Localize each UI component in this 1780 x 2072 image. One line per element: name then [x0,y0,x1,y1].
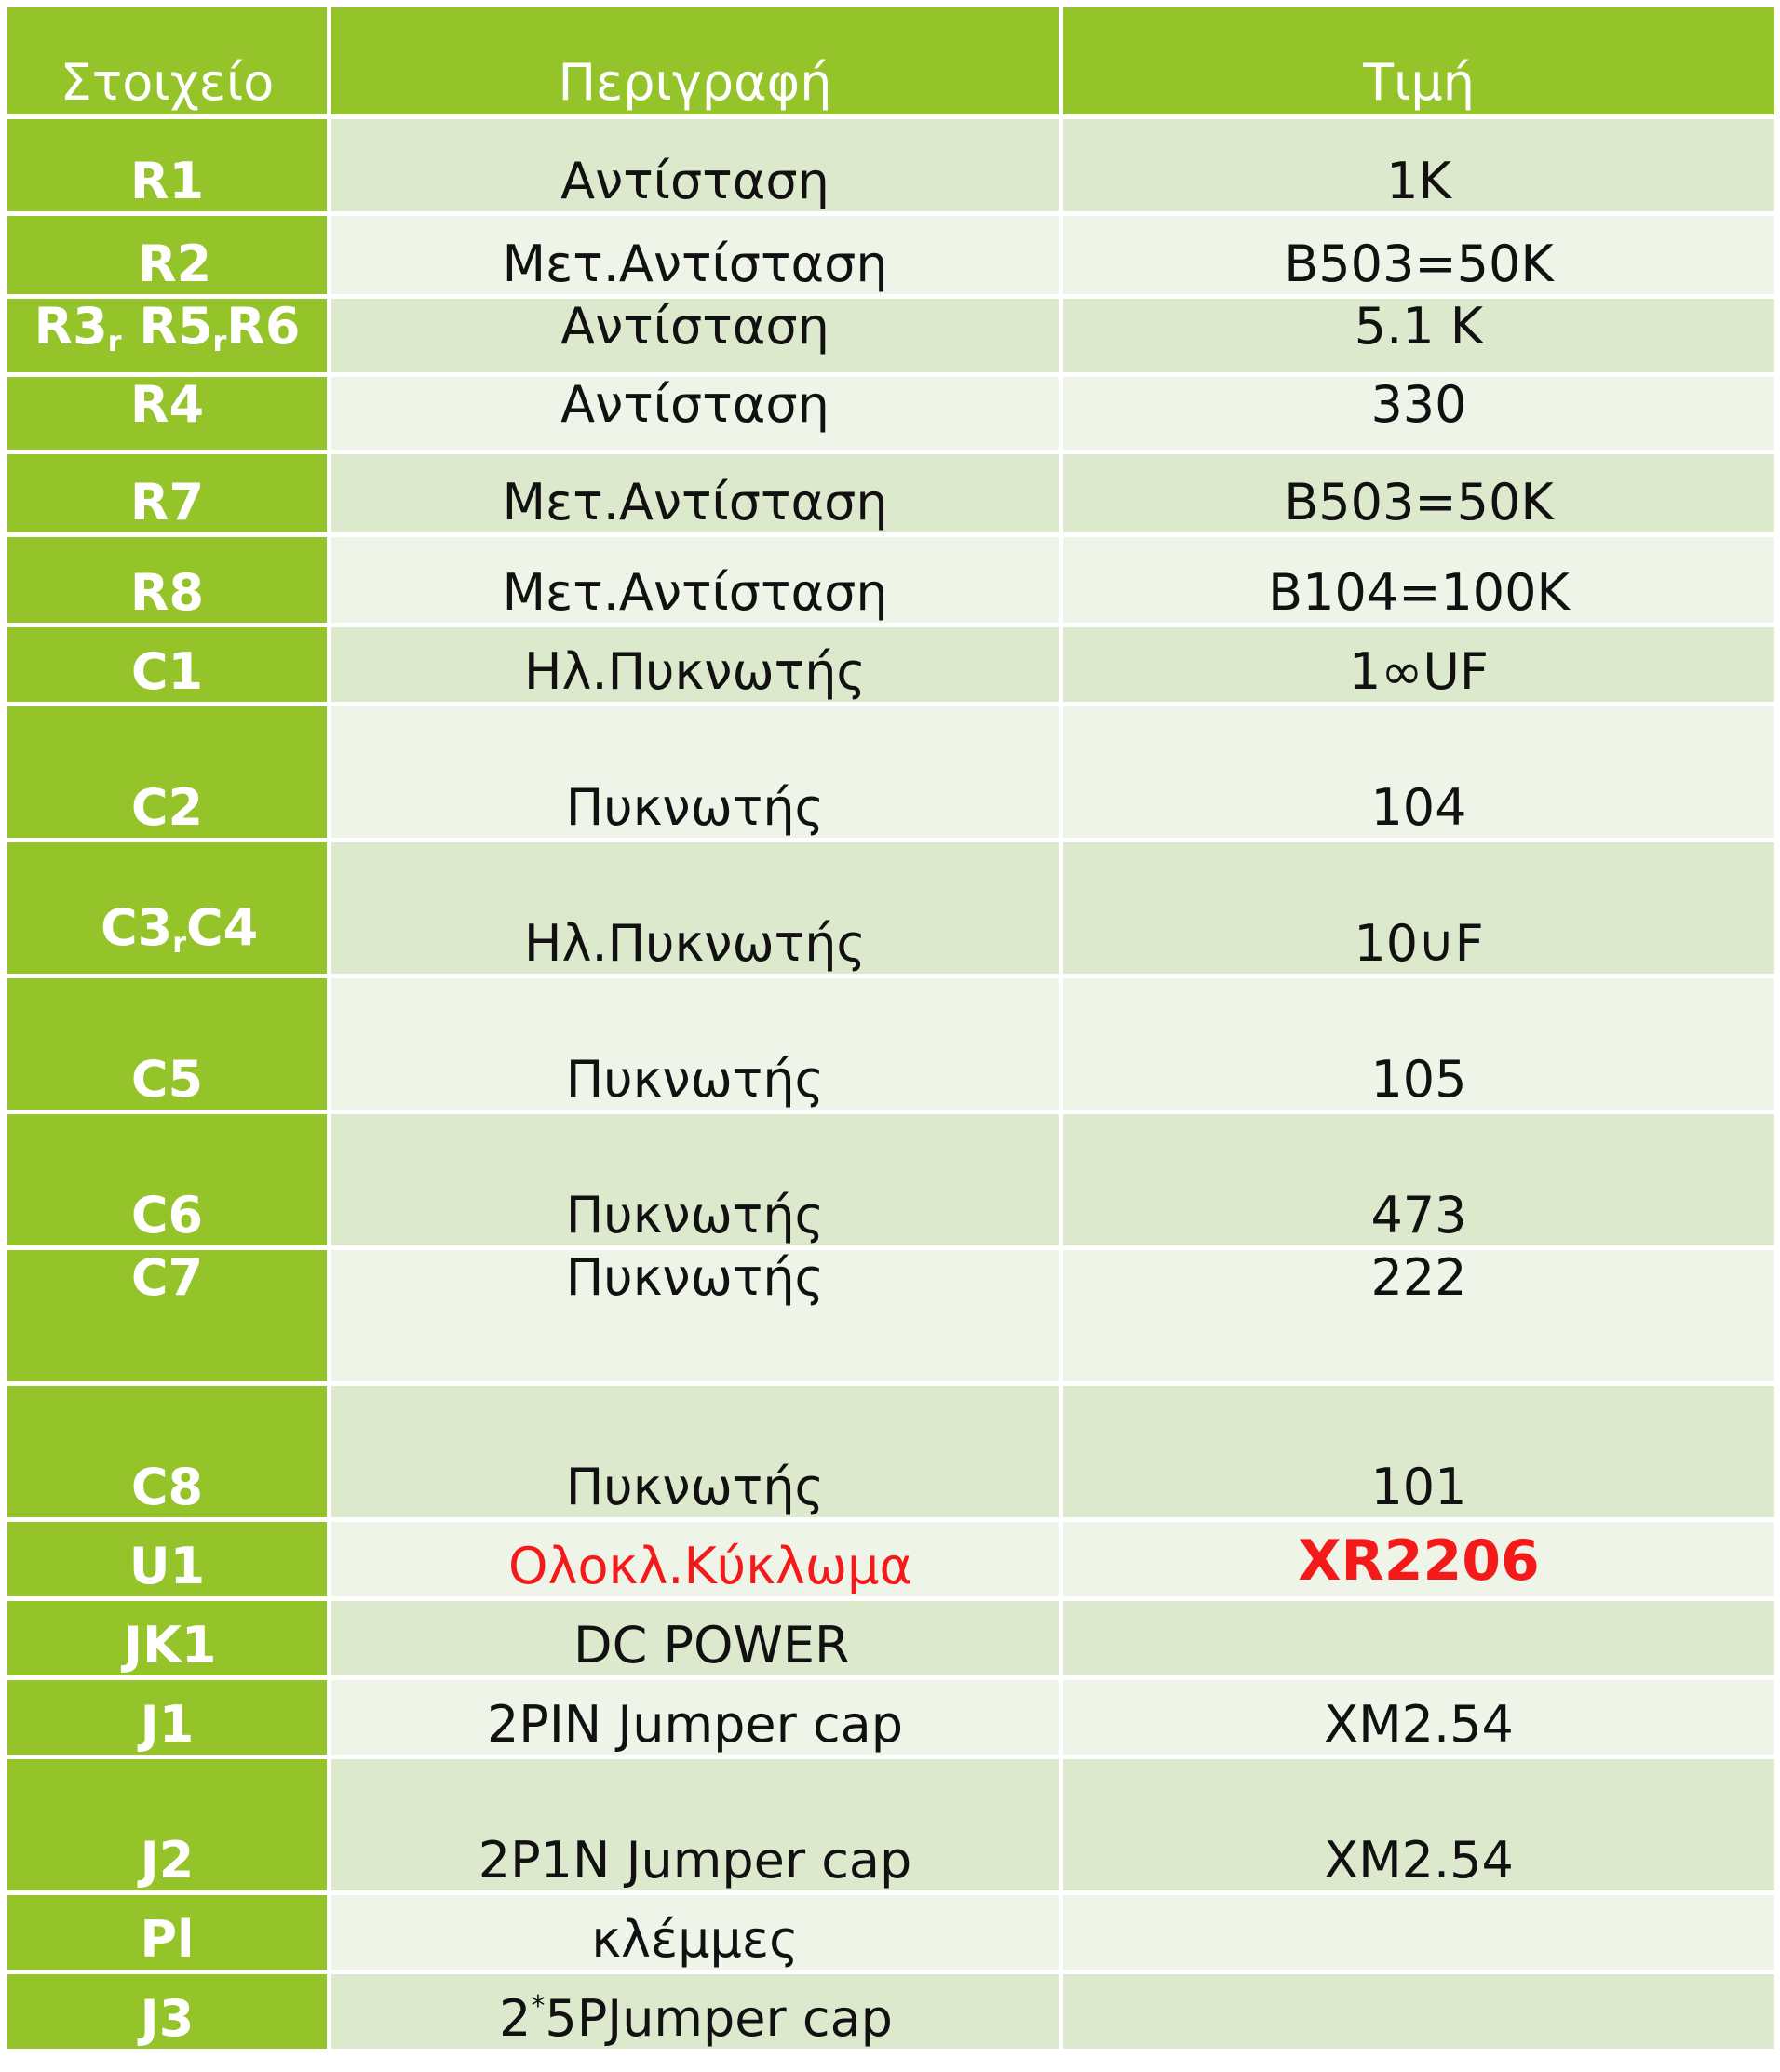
row-value: 10∪F [1063,842,1774,974]
row-value: 5.1 K [1063,299,1774,372]
row-value: 104 [1063,706,1774,838]
row-key: U1 [7,1522,327,1596]
row-description: Πυκνωτής [331,1386,1059,1517]
key-subscript: r [172,927,186,960]
row-value: XM2.54 [1063,1680,1774,1755]
row-key: J3 [7,1974,327,2049]
row-value [1063,1895,1774,1970]
column-header-value: Τιμή [1063,7,1774,114]
row-description: 2P1N Jumper cap [331,1759,1059,1890]
row-key: C1 [7,627,327,702]
row-description: Πυκνωτής [331,1250,1059,1381]
desc-part: 5PJumper cap [545,1989,893,2048]
key-part: R3 [34,297,108,356]
row-value: 1∞UF [1063,627,1774,702]
row-description: Αντίσταση [331,119,1059,211]
table-row: J1 2PIN Jumper cap XM2.54 [7,1680,1774,1755]
components-table: Στοιχείο Περιγραφή Τιμή R1 Αντίσταση 1K … [3,3,1779,2053]
table-row: C5 Πυκνωτής 105 [7,978,1774,1110]
row-key: C7 [7,1250,327,1381]
table-row: U1 Ολοκλ.Κύκλωμα XR2206 [7,1522,1774,1596]
row-key: R2 [7,216,327,294]
row-description: Πυκνωτής [331,1114,1059,1245]
row-value: XM2.54 [1063,1759,1774,1890]
key-subscript: r [212,326,227,358]
row-value-highlight: XR2206 [1063,1522,1774,1596]
table-row: Pl κλέμμες [7,1895,1774,1970]
row-key: R3r R5rR6 [7,299,327,372]
key-part: R5 [121,297,213,356]
table-row: R1 Αντίσταση 1K [7,119,1774,211]
row-key: C2 [7,706,327,838]
key-part: R6 [226,297,301,356]
desc-part: 2 [499,1989,532,2048]
row-value: B503=50K [1063,454,1774,532]
row-key: C5 [7,978,327,1110]
row-key: J2 [7,1759,327,1890]
row-description: Αντίσταση [331,377,1059,450]
table-header-row: Στοιχείο Περιγραφή Τιμή [7,7,1774,114]
table-row: J3 2*5PJumper cap [7,1974,1774,2049]
row-value: 222 [1063,1250,1774,1381]
row-description: Ηλ.Πυκνωτής [331,842,1059,974]
table-row: C7 Πυκνωτής 222 [7,1250,1774,1381]
key-subscript: r [107,326,122,358]
row-key: J1 [7,1680,327,1755]
row-value: 101 [1063,1386,1774,1517]
table-row: J2 2P1N Jumper cap XM2.54 [7,1759,1774,1890]
table-row: R7 Μετ.Αντίσταση B503=50K [7,454,1774,532]
table-row: C8 Πυκνωτής 101 [7,1386,1774,1517]
table-row: C2 Πυκνωτής 104 [7,706,1774,838]
row-value: 1K [1063,119,1774,211]
row-description: κλέμμες [331,1895,1059,1970]
row-description: DC POWER [331,1601,1059,1675]
key-part: C3 [101,898,173,957]
row-description: Μετ.Αντίσταση [331,537,1059,623]
table-row: C3rC4 Ηλ.Πυκνωτής 10∪F [7,842,1774,974]
row-description: 2*5PJumper cap [331,1974,1059,2049]
row-description: Πυκνωτής [331,978,1059,1110]
row-value: 105 [1063,978,1774,1110]
table-row: R2 Μετ.Αντίσταση B503=50K [7,216,1774,294]
table-row: R8 Μετ.Αντίσταση B104=100K [7,537,1774,623]
row-key: R7 [7,454,327,532]
row-description-highlight: Ολοκλ.Κύκλωμα [331,1522,1059,1596]
row-description: Ηλ.Πυκνωτής [331,627,1059,702]
row-key: Pl [7,1895,327,1970]
row-key: R4 [7,377,327,450]
row-description: Πυκνωτής [331,706,1059,838]
table-row: R3r R5rR6 Αντίσταση 5.1 K [7,299,1774,372]
row-value: 330 [1063,377,1774,450]
row-description: Μετ.Αντίσταση [331,454,1059,532]
key-part: C4 [186,898,259,957]
row-key: JK1 [7,1601,327,1675]
column-header-element: Στοιχείο [7,7,327,114]
table-row: JK1 DC POWER [7,1601,1774,1675]
row-key: C8 [7,1386,327,1517]
table-row: C6 Πυκνωτής 473 [7,1114,1774,1245]
row-key: R1 [7,119,327,211]
column-header-description: Περιγραφή [331,7,1059,114]
row-value: B104=100K [1063,537,1774,623]
row-description: Αντίσταση [331,299,1059,372]
row-value [1063,1974,1774,2049]
row-description: 2PIN Jumper cap [331,1680,1059,1755]
table-row: C1 Ηλ.Πυκνωτής 1∞UF [7,627,1774,702]
row-key: C6 [7,1114,327,1245]
row-key: R8 [7,537,327,623]
desc-superscript: * [531,1990,546,2023]
table-row: R4 Αντίσταση 330 [7,377,1774,450]
row-description: Μετ.Αντίσταση [331,216,1059,294]
row-value: B503=50K [1063,216,1774,294]
row-key: C3rC4 [7,842,327,974]
row-value [1063,1601,1774,1675]
row-value: 473 [1063,1114,1774,1245]
